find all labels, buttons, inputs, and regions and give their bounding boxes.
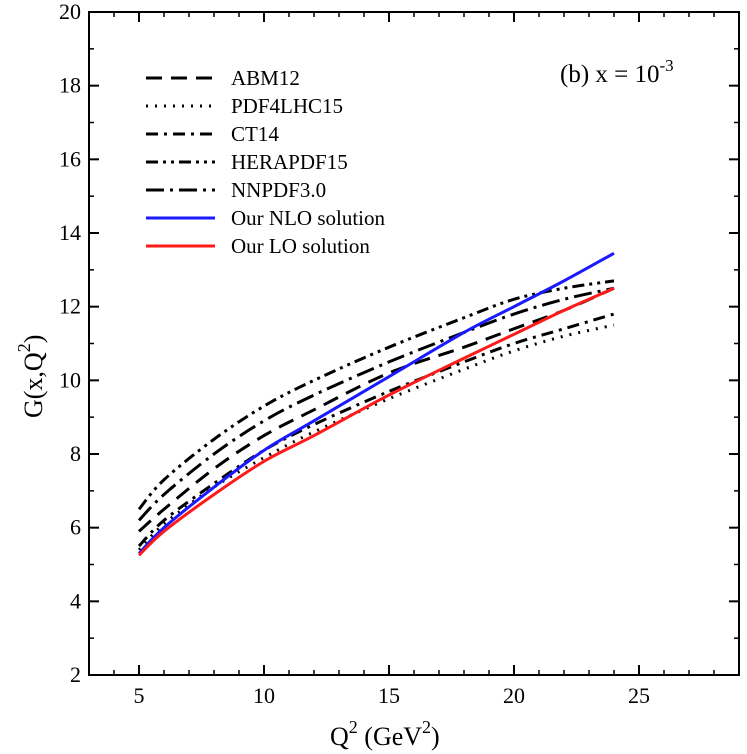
legend-label: NNPDF3.0: [231, 178, 326, 202]
x-tick-label: 25: [628, 683, 650, 708]
series-line-pdf4lhc15: [137, 323, 615, 551]
series-group: [137, 251, 615, 557]
series-line-herapdf15: [137, 279, 615, 511]
series-line-our-lo-solution: [137, 286, 615, 557]
y-tick-label: 12: [59, 294, 81, 319]
y-axis-title: G(x,Q2): [14, 335, 48, 418]
y-tick-label: 4: [70, 588, 81, 613]
x-tick-label: 20: [503, 683, 525, 708]
y-tick-label: 18: [59, 73, 81, 98]
series-line-abm12: [138, 286, 615, 533]
series-line-nnpdf3-0: [137, 286, 615, 522]
x-tick-label: 15: [378, 683, 400, 708]
x-tick-label: 5: [134, 683, 145, 708]
annotation-label: (b) x = 10-3: [560, 56, 674, 88]
y-tick-label: 6: [70, 515, 81, 540]
legend: ABM12 PDF4LHC15 CT14 HERAPDF15 NNPDF3.0 Our N…: [146, 66, 385, 258]
series-line-our-nlo-solution: [137, 251, 615, 555]
y-tick-label: 8: [70, 441, 81, 466]
y-tick-label: 16: [59, 146, 81, 171]
legend-label: Our LO solution: [231, 234, 370, 258]
legend-label: ABM12: [231, 66, 300, 90]
legend-label: HERAPDF15: [231, 150, 348, 174]
x-axis-title: Q2 (GeV2): [330, 717, 440, 751]
series-line-ct14: [137, 312, 615, 548]
y-tick-label: 20: [59, 0, 81, 24]
legend-label: PDF4LHC15: [231, 94, 343, 118]
legend-label: Our NLO solution: [231, 206, 385, 230]
plot-frame: [88, 11, 740, 676]
y-tick-label: 10: [59, 367, 81, 392]
axis-ticks: 5 10 15 20 25 2 4 6 8 10 12 14 16 18 20: [59, 0, 739, 708]
y-tick-label: 2: [70, 662, 81, 687]
x-tick-label: 10: [253, 683, 275, 708]
legend-label: CT14: [231, 122, 279, 146]
y-tick-label: 14: [59, 220, 81, 245]
